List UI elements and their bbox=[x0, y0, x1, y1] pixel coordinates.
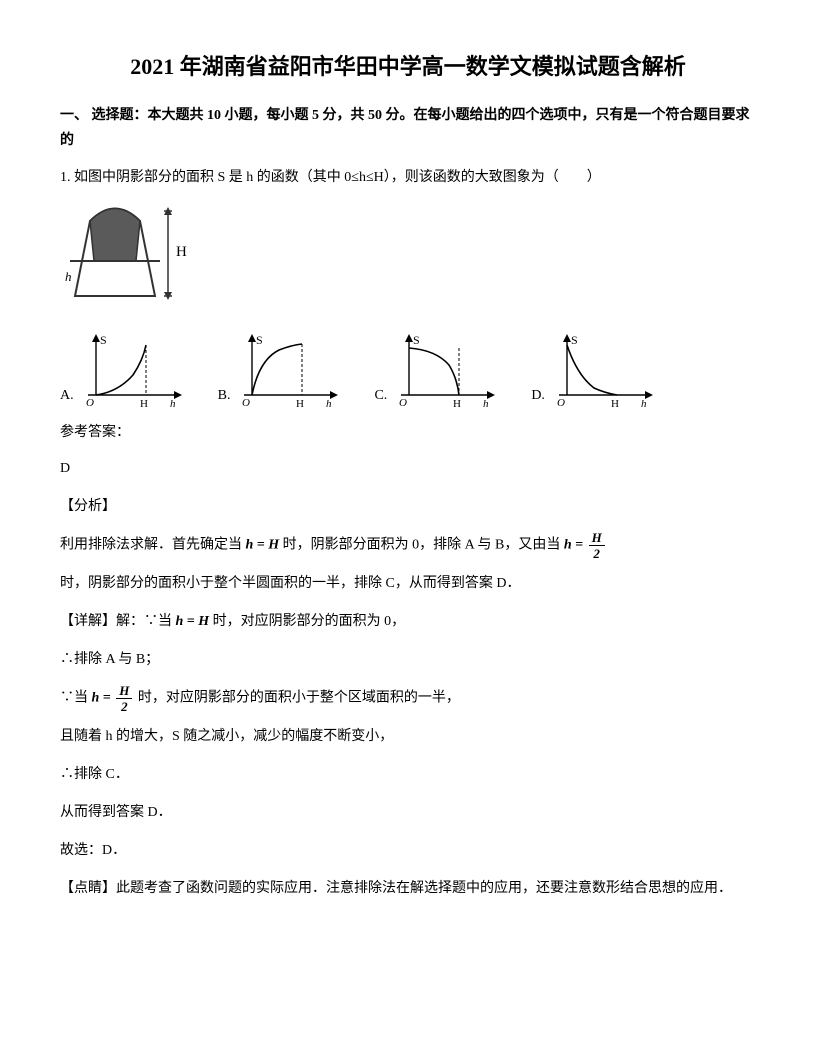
option-a-label: A. bbox=[60, 383, 74, 410]
answer-value: D bbox=[60, 455, 756, 483]
analysis-label: 【分析】 bbox=[60, 493, 756, 521]
frac-num: H bbox=[589, 531, 605, 546]
analysis-p4a: ∵当 bbox=[60, 691, 92, 706]
frac-den-b: 2 bbox=[116, 699, 132, 713]
frac-den: 2 bbox=[589, 546, 605, 560]
analysis-p6: ∴排除 C． bbox=[60, 761, 756, 789]
svg-text:S: S bbox=[256, 333, 263, 347]
svg-text:h: h bbox=[170, 398, 176, 410]
svg-text:h: h bbox=[641, 398, 647, 410]
section-heading: 一、 选择题：本大题共 10 小题，每小题 5 分，共 50 分。在每小题给出的… bbox=[60, 103, 756, 153]
option-a-graph: S O H h bbox=[78, 330, 188, 410]
detail-line: 【详解】解：∵当 h = H 时，对应阴影部分的面积为 0， bbox=[60, 608, 756, 636]
option-b-label: B. bbox=[218, 383, 231, 410]
comment: 【点睛】此题考查了函数问题的实际应用．注意排除法在解选择题中的应用，还要注意数形… bbox=[60, 875, 756, 903]
analysis-p5: 且随着 h 的增大，S 随之减小，减少的幅度不断变小， bbox=[60, 723, 756, 751]
analysis-p2: 时，阴影部分的面积小于整个半圆面积的一半，排除 C，从而得到答案 D． bbox=[60, 570, 756, 598]
option-a: A. S O H h bbox=[60, 330, 188, 410]
option-b: B. S O H h bbox=[218, 330, 345, 410]
math-h-eq-H-2: h = H bbox=[176, 614, 210, 629]
math-h-eq-H-1: h = H bbox=[246, 538, 280, 553]
options-row: A. S O H h B. S O H h C. bbox=[60, 330, 756, 410]
svg-text:S: S bbox=[100, 333, 107, 347]
svg-text:h: h bbox=[65, 269, 72, 284]
analysis-p4: ∵当 h = H2 时，对应阴影部分的面积小于整个区域面积的一半， bbox=[60, 684, 756, 713]
analysis-p1a: 利用排除法求解．首先确定当 bbox=[60, 538, 246, 553]
question-1-text: 1. 如图中阴影部分的面积 S 是 h 的函数（其中 0≤h≤H），则该函数的大… bbox=[60, 165, 756, 190]
math-h-eq-H2-2-left: h = bbox=[92, 691, 111, 706]
analysis-p8: 故选：D． bbox=[60, 837, 756, 865]
svg-text:H: H bbox=[176, 244, 187, 260]
option-c-graph: S O H h bbox=[391, 330, 501, 410]
analysis-p1b: 时，阴影部分面积为 0，排除 A 与 B，又由当 bbox=[279, 538, 564, 553]
fraction-H-over-2-a: H2 bbox=[589, 531, 605, 560]
svg-text:S: S bbox=[571, 333, 578, 347]
svg-text:O: O bbox=[86, 397, 94, 409]
svg-text:H: H bbox=[296, 398, 304, 410]
math-h-eq-H2-1-left: h = bbox=[564, 538, 583, 553]
question-1-main-figure: h H bbox=[60, 201, 756, 320]
analysis-p7: 从而得到答案 D． bbox=[60, 799, 756, 827]
option-c-label: C. bbox=[374, 383, 387, 410]
detail-label: 【详解】解：∵当 bbox=[60, 614, 176, 629]
svg-text:H: H bbox=[611, 398, 619, 410]
option-d: D. S O H h bbox=[531, 330, 659, 410]
fraction-H-over-2-b: H2 bbox=[116, 684, 132, 713]
option-d-graph: S O H h bbox=[549, 330, 659, 410]
svg-text:H: H bbox=[453, 398, 461, 410]
svg-text:H: H bbox=[140, 398, 148, 410]
svg-text:O: O bbox=[399, 397, 407, 409]
svg-text:O: O bbox=[242, 397, 250, 409]
svg-text:h: h bbox=[326, 398, 332, 410]
analysis-p3: ∴排除 A 与 B； bbox=[60, 646, 756, 674]
answer-label: 参考答案： bbox=[60, 420, 756, 445]
svg-text:S: S bbox=[413, 333, 420, 347]
option-b-graph: S O H h bbox=[234, 330, 344, 410]
analysis-p1: 利用排除法求解．首先确定当 h = H 时，阴影部分面积为 0，排除 A 与 B… bbox=[60, 531, 756, 560]
option-c: C. S O H h bbox=[374, 330, 501, 410]
analysis-p4b: 时，对应阴影部分的面积小于整个区域面积的一半， bbox=[138, 691, 460, 706]
option-d-label: D. bbox=[531, 383, 545, 410]
frac-num-b: H bbox=[116, 684, 132, 699]
detail-mid: 时，对应阴影部分的面积为 0， bbox=[209, 614, 405, 629]
page-title: 2021 年湖南省益阳市华田中学高一数学文模拟试题含解析 bbox=[60, 50, 756, 83]
svg-text:O: O bbox=[557, 397, 565, 409]
svg-text:h: h bbox=[483, 398, 489, 410]
